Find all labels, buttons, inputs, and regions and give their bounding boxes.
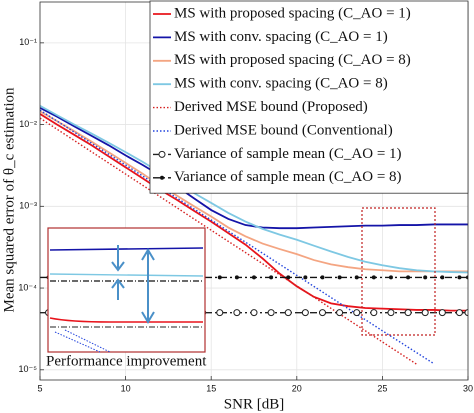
- marker: [354, 275, 359, 280]
- x-tick-label: 5: [37, 383, 42, 393]
- marker: [250, 309, 258, 317]
- series-line: [40, 113, 468, 312]
- y-axis-label: Mean squared error of θ_c estimation: [1, 87, 17, 313]
- marker: [337, 275, 342, 280]
- marker: [269, 275, 274, 280]
- y-tick-label: 10⁻³: [19, 201, 37, 211]
- inset-line: [49, 317, 203, 323]
- legend-label: Variance of sample mean (C_AO = 1): [174, 146, 402, 162]
- legend-label: MS with proposed spacing (C_AO = 8): [174, 52, 411, 68]
- series-line: [40, 117, 418, 365]
- legend-label: MS with conv. spacing (C_AO = 1): [174, 29, 388, 45]
- marker: [336, 309, 344, 317]
- marker: [371, 275, 376, 280]
- y-tick-label: 10⁻⁵: [19, 364, 38, 374]
- x-tick-label: 20: [292, 383, 302, 393]
- marker: [233, 309, 241, 317]
- series-line: [40, 109, 435, 365]
- x-axis-label: SNR [dB]: [224, 396, 284, 412]
- marker: [217, 275, 222, 280]
- legend-label: Derived MSE bound (Proposed): [174, 99, 368, 115]
- y-tick-label: 10⁻¹: [19, 37, 37, 47]
- marker: [318, 309, 326, 317]
- x-tick-label: 15: [206, 383, 216, 393]
- marker: [160, 175, 164, 180]
- marker: [423, 275, 428, 280]
- x-tick-label: 25: [377, 383, 387, 393]
- marker: [353, 309, 361, 317]
- legend-box: [149, 0, 469, 194]
- inset: [47, 227, 206, 353]
- inset-line: [49, 247, 204, 251]
- marker: [370, 309, 378, 317]
- marker: [252, 275, 256, 280]
- marker: [466, 275, 468, 280]
- improvement-arrow: [111, 245, 155, 324]
- marker: [284, 309, 292, 317]
- marker: [455, 309, 463, 317]
- marker: [388, 275, 393, 280]
- marker: [421, 309, 429, 317]
- x-tick-label: 30: [463, 383, 473, 393]
- legend-label: Derived MSE bound (Conventional): [174, 122, 393, 138]
- annotation: Performance improvement: [46, 353, 207, 369]
- marker: [406, 275, 411, 280]
- inset-line: [54, 329, 111, 353]
- marker: [404, 309, 412, 317]
- y-tick-label: 10⁻²: [19, 119, 37, 129]
- marker: [440, 275, 445, 280]
- y-tick-label: 10⁻⁴: [18, 282, 37, 292]
- inset-line: [49, 273, 204, 277]
- marker: [158, 150, 166, 158]
- marker: [387, 309, 395, 317]
- marker: [301, 309, 309, 317]
- x-tick-label: 10: [121, 383, 131, 393]
- marker: [457, 275, 462, 280]
- zoom-region: [361, 207, 436, 336]
- marker: [320, 275, 325, 280]
- marker: [267, 309, 275, 317]
- series-line: [40, 110, 468, 273]
- series-line: [40, 107, 468, 230]
- legend-label: MS with proposed spacing (C_AO = 1): [174, 5, 411, 21]
- legend-label: Variance of sample mean (C_AO = 8): [174, 169, 402, 185]
- marker: [234, 275, 239, 280]
- marker: [303, 275, 308, 280]
- marker: [438, 309, 446, 317]
- legend-label: MS with conv. spacing (C_AO = 8): [174, 76, 388, 92]
- legend: MS with proposed spacing (C_AO = 1) MS wi…: [149, 0, 469, 194]
- series-line: [40, 104, 468, 274]
- marker: [464, 309, 468, 317]
- marker: [216, 309, 224, 317]
- marker: [286, 275, 291, 280]
